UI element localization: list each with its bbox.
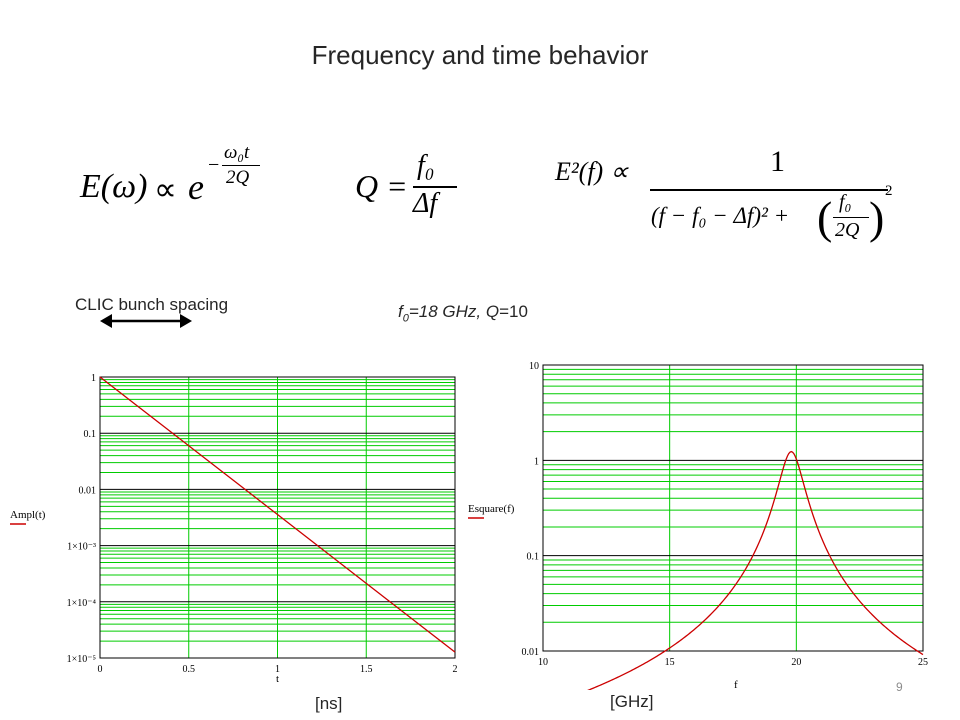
chart1-y-tick-label: 1×10⁻⁵ bbox=[67, 654, 96, 665]
amplitude-time-chart: Ampl(t) t 1 0.1 0.01 1×10⁻³ 1×10⁻⁴ 1×10⁻⁵0 0.5… bbox=[10, 373, 458, 685]
formula-quality-factor: Q = f₀ Δf bbox=[355, 150, 465, 230]
chart2-y-tick-label: 10 bbox=[529, 361, 539, 372]
formula-e2-num: 1 bbox=[770, 145, 785, 178]
chart2-x-tick-label: 25 bbox=[918, 657, 928, 668]
formula-e-exp-bar bbox=[222, 165, 260, 166]
chart2-ylabel: Esquare(f) bbox=[468, 503, 515, 515]
param-mid: =18 GHz, Q bbox=[408, 302, 500, 321]
chart1-x-tick-label: 0.5 bbox=[183, 664, 196, 675]
chart2-y-tick-label: 0.1 bbox=[527, 552, 540, 563]
chart1-x-tick-label: 1.5 bbox=[360, 664, 373, 675]
chart1-x-tick-label: 2 bbox=[453, 664, 458, 675]
chart2-frame bbox=[542, 364, 924, 652]
formula-e2-den-a: (f − f₀ − Δf)² + bbox=[651, 203, 790, 228]
formula-e-lhs: E(ω) bbox=[80, 168, 148, 205]
formula-e2-den-bar bbox=[833, 217, 869, 218]
formula-energy-decay: E(ω) ∝ e − ω₀t 2Q bbox=[80, 142, 280, 212]
parameters-label: f0=18 GHz, Q=10 bbox=[398, 302, 528, 324]
param-f: f bbox=[398, 302, 403, 321]
formula-e-exp-minus: − bbox=[208, 154, 220, 176]
formula-lorentzian: E²(f) ∝ 1 (f − f₀ − Δf)² + ( f₀ 2Q ) 2 bbox=[555, 145, 895, 255]
chart1-x-tick-label: 0 bbox=[98, 664, 103, 675]
formula-q-bar bbox=[413, 186, 457, 188]
page-number: 9 bbox=[896, 680, 903, 694]
formula-e2-den-num: f₀ bbox=[839, 191, 852, 213]
chart1-y-tick-label: 0.01 bbox=[79, 485, 97, 496]
formula-q-den: Δf bbox=[413, 188, 438, 219]
chart1-y-tick-label: 1×10⁻³ bbox=[67, 542, 96, 553]
chart1-ylabel: Ampl(t) bbox=[10, 509, 46, 521]
bunch-spacing-arrow bbox=[100, 314, 192, 328]
bunch-spacing-label: CLIC bunch spacing bbox=[75, 295, 229, 314]
formula-e2-den-sq: 2 bbox=[885, 183, 893, 199]
chart2-x-tick-label: 10 bbox=[538, 657, 548, 668]
formula-q-lhs: Q = bbox=[355, 168, 408, 204]
formula-e2-paren-open: ( bbox=[817, 192, 833, 243]
frequency-unit-label: [GHz] bbox=[610, 692, 654, 711]
formula-e-exp-num: ω₀t bbox=[224, 142, 250, 163]
chart2-xlabel: f bbox=[734, 679, 738, 690]
slide-title: Frequency and time behavior bbox=[311, 40, 649, 70]
chart2-x-tick-label: 15 bbox=[665, 657, 675, 668]
formula-e2-lhs: E²(f) ∝ bbox=[555, 157, 629, 186]
formula-e-prop: ∝ bbox=[154, 171, 177, 207]
formula-q-num: f₀ bbox=[417, 150, 435, 181]
chart2-series-line bbox=[587, 450, 924, 690]
formula-e2-paren-close: ) bbox=[869, 192, 885, 243]
chart1-y-tick-label: 0.1 bbox=[84, 429, 97, 440]
chart1-frame bbox=[99, 376, 456, 659]
chart1-y-tick-label: 1×10⁻⁴ bbox=[67, 598, 97, 609]
formula-e-base: e bbox=[188, 167, 204, 207]
chart1-series-line bbox=[99, 376, 456, 653]
chart2-y-tick-label: 0.01 bbox=[522, 647, 540, 658]
chart1-xlabel: t bbox=[276, 673, 279, 685]
param-tail: =10 bbox=[499, 302, 528, 321]
formula-e2-den-den: 2Q bbox=[835, 219, 860, 241]
chart1-x-tick-label: 1 bbox=[275, 664, 280, 675]
chart2-y-tick-label: 1 bbox=[534, 456, 539, 467]
formula-e-exp-den: 2Q bbox=[226, 167, 250, 188]
chart1-y-tick-label: 1 bbox=[91, 373, 96, 384]
formula-e2-bar bbox=[650, 189, 888, 191]
param-f-sub: 0 bbox=[402, 312, 409, 325]
chart2-x-tick-label: 20 bbox=[791, 657, 801, 668]
time-unit-label: [ns] bbox=[315, 694, 343, 713]
